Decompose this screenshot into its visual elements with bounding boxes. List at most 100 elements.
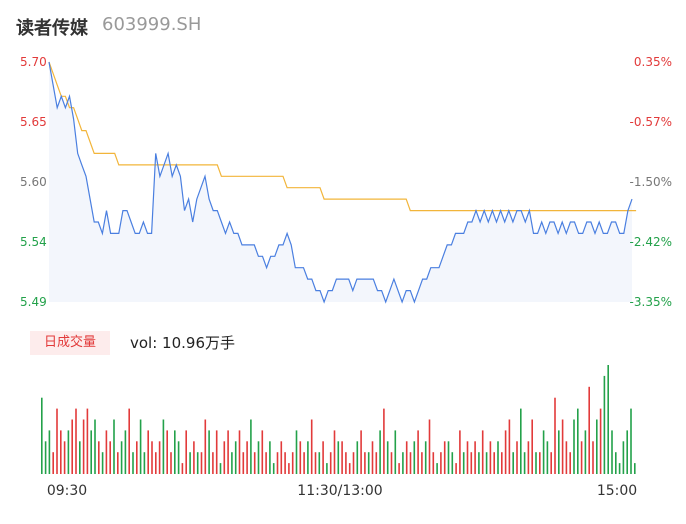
volume-bar: [227, 430, 229, 474]
price-tick-label: 5.49: [20, 295, 47, 309]
volume-bar: [436, 463, 438, 474]
volume-bar: [398, 463, 400, 474]
volume-bar: [63, 441, 66, 474]
daily-volume-badge[interactable]: 日成交量: [30, 331, 110, 355]
volume-bar: [622, 441, 625, 474]
volume-bar: [345, 452, 347, 474]
volume-bar: [265, 452, 267, 474]
volume-bar: [573, 419, 575, 474]
volume-bar: [117, 452, 119, 474]
volume-bar: [364, 452, 366, 474]
volume-bar: [113, 419, 115, 474]
volume-bar: [596, 419, 598, 474]
volume-bar: [318, 452, 321, 474]
volume-bar: [303, 452, 305, 474]
volume-bar: [611, 430, 613, 474]
volume-bar: [67, 430, 70, 474]
volume-bar: [204, 419, 207, 474]
volume-bar: [242, 452, 245, 474]
volume-bar: [162, 419, 165, 474]
volume-bar: [512, 452, 514, 474]
volume-bar: [493, 452, 495, 474]
volume-bar: [82, 419, 85, 474]
volume-bar: [504, 430, 507, 474]
volume-bar: [592, 441, 594, 474]
volume-bar: [520, 408, 522, 474]
volume-bar: [371, 441, 374, 474]
volume-bar: [356, 441, 359, 474]
pct-tick-label: -1.50%: [630, 175, 672, 189]
volume-bar: [231, 452, 233, 474]
volume-bar: [360, 430, 362, 474]
volume-bar: [424, 441, 427, 474]
volume-bar: [565, 441, 568, 474]
volume-bar: [402, 452, 404, 474]
pct-tick-label: -0.57%: [630, 115, 672, 129]
volume-bar: [132, 452, 134, 474]
volume-bar: [75, 408, 77, 474]
stock-name: 读者传媒: [16, 18, 88, 39]
volume-bar: [212, 452, 214, 474]
volume-bar: [348, 463, 351, 474]
volume-bar: [489, 441, 492, 474]
volume-bar: [516, 441, 518, 474]
volume-bar: [189, 452, 191, 474]
volume-bar: [253, 452, 256, 474]
volume-bar: [139, 419, 142, 474]
volume-bar: [250, 419, 252, 474]
pct-tick-label: -3.35%: [630, 295, 672, 309]
volume-bar: [310, 419, 313, 474]
volume-bar: [485, 452, 488, 474]
volume-bar: [257, 441, 260, 474]
time-tick-label: 11:30/13:00: [297, 483, 382, 499]
pct-tick-label: -2.42%: [630, 235, 672, 249]
volume-bar: [375, 452, 378, 474]
volume-bar: [603, 375, 606, 474]
pct-tick-label: 0.35%: [634, 55, 672, 69]
volume-bar: [634, 463, 636, 474]
volume-bar: [94, 419, 96, 474]
volume-bar: [466, 441, 469, 474]
volume-bar: [497, 441, 499, 474]
volume-bar: [158, 441, 161, 474]
volume-bar: [307, 441, 309, 474]
volume-bar: [299, 441, 302, 474]
volume-bar: [523, 452, 526, 474]
volume-bar: [352, 452, 355, 474]
volume-bar: [109, 441, 111, 474]
volume-bar: [124, 430, 127, 474]
volume-bar: [79, 441, 81, 474]
volume-bar: [288, 463, 290, 474]
volume-bar: [44, 441, 47, 474]
volume-bar: [615, 452, 617, 474]
volume-bar: [120, 441, 123, 474]
volume-bar: [558, 430, 560, 474]
volume-bar: [238, 430, 241, 474]
volume-bar: [185, 430, 187, 474]
price-area: [49, 62, 632, 302]
volume-bar: [337, 441, 340, 474]
volume-bar: [459, 430, 461, 474]
volume-bar: [272, 463, 275, 474]
volume-bar: [443, 441, 446, 474]
volume-bar: [607, 365, 609, 474]
volume-bar: [440, 452, 442, 474]
volume-bar: [101, 452, 104, 474]
volume-bar: [531, 419, 533, 474]
volume-bar: [128, 408, 130, 474]
volume-bar: [41, 397, 43, 474]
volume-bar: [98, 441, 100, 474]
price-tick-label: 5.65: [20, 115, 47, 129]
volume-bar: [136, 441, 138, 474]
volume-bar: [295, 430, 298, 474]
volume-bar: [394, 430, 397, 474]
volume-bar: [219, 463, 222, 474]
volume-bar: [432, 452, 435, 474]
volume-bar: [341, 441, 343, 474]
volume-bar: [577, 408, 579, 474]
volume-bar: [322, 441, 324, 474]
volume-bar: [52, 452, 54, 474]
volume-bar: [166, 430, 168, 474]
volume-bar: [542, 430, 545, 474]
